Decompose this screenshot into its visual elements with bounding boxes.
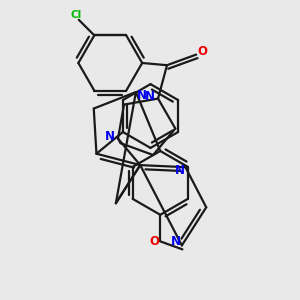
Text: N: N <box>175 164 185 177</box>
Text: N: N <box>105 130 115 143</box>
Text: N: N <box>145 90 155 103</box>
Text: O: O <box>149 235 160 248</box>
Text: O: O <box>197 45 207 58</box>
Text: N: N <box>136 89 147 102</box>
Text: N: N <box>171 236 181 248</box>
Text: Cl: Cl <box>70 10 81 20</box>
